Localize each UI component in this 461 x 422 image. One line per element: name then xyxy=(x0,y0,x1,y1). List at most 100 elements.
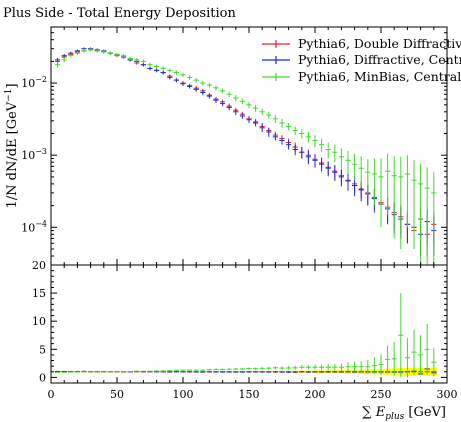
xtick-label-3: 150 xyxy=(239,388,260,401)
main-point-s2-45 xyxy=(352,153,358,181)
ratio-ytick-label-4: 20 xyxy=(32,259,46,272)
ratio-ytick-label-2: 10 xyxy=(32,315,46,328)
main-point-s2-5 xyxy=(88,48,94,52)
ratio-point-s1-41 xyxy=(325,371,331,373)
ratio-point-s1-26 xyxy=(226,371,232,373)
ratio-ytick-label-3: 15 xyxy=(32,287,46,300)
main-point-s2-2 xyxy=(68,53,74,58)
main-point-s1-26 xyxy=(226,104,232,111)
ratio-point-s2-36 xyxy=(292,365,298,370)
ratio-point-s1-44 xyxy=(345,371,351,373)
main-point-s1-34 xyxy=(279,136,285,145)
main-point-s1-32 xyxy=(266,127,272,137)
ratio-point-s2-40 xyxy=(319,364,325,371)
main-point-s2-47 xyxy=(365,159,371,196)
legend: Pythia6, Double Diffractive Pythia6, Dif… xyxy=(262,36,461,84)
main-point-s2-22 xyxy=(200,80,206,86)
main-point-s2-32 xyxy=(266,111,272,119)
ratio-point-s2-34 xyxy=(279,366,285,370)
ratio-point-s2-22 xyxy=(200,369,206,371)
main-point-s2-1 xyxy=(61,57,67,63)
main-point-s2-37 xyxy=(299,129,305,139)
ratio-point-s2-1 xyxy=(61,371,67,373)
ratio-point-s2-42 xyxy=(332,363,338,371)
ratio-point-s1-22 xyxy=(200,371,206,373)
xlabel-unit: [GeV] xyxy=(404,405,446,420)
main-point-s2-56 xyxy=(424,167,430,265)
main-ytick-label-exp-1: −3 xyxy=(35,147,47,156)
main-point-s2-8 xyxy=(107,51,113,55)
ratio-point-s1-23 xyxy=(206,371,212,373)
main-point-s2-19 xyxy=(180,72,186,78)
ratio-point-s2-3 xyxy=(74,371,80,373)
ratio-point-s1-24 xyxy=(213,371,219,373)
legend-entry-0: Pythia6, Double Diffractive xyxy=(262,36,461,51)
chart-title: Plus Side - Total Energy Deposition xyxy=(3,6,236,21)
main-point-s1-18 xyxy=(173,78,179,83)
main-point-s1-33 xyxy=(272,133,278,141)
main-point-s1-13 xyxy=(140,63,146,67)
ratio-point-s1-35 xyxy=(286,371,292,373)
main-point-s2-35 xyxy=(286,122,292,131)
ratio-point-s2-29 xyxy=(246,367,252,370)
ratio-point-s1-40 xyxy=(319,371,325,373)
ratio-point-s2-5 xyxy=(88,371,94,373)
ratio-point-s2-9 xyxy=(114,371,120,373)
ratio-point-s1-27 xyxy=(233,371,239,373)
ratio-point-s2-10 xyxy=(121,371,127,373)
ratio-ytick-label-1: 5 xyxy=(39,343,46,356)
main-point-s1-25 xyxy=(220,101,226,107)
main-point-s2-46 xyxy=(358,156,364,188)
ratio-point-s2-49 xyxy=(378,354,384,375)
ratio-point-s2-7 xyxy=(101,371,107,373)
main-y-axis-label: 1/N dN/dE [GeV−1] xyxy=(4,83,20,208)
main-ytick-label-1: 10−3 xyxy=(21,147,47,162)
main-point-s2-17 xyxy=(167,68,173,73)
main-point-s1-17 xyxy=(167,75,173,80)
main-point-s2-3 xyxy=(74,51,80,56)
ratio-point-s1-17 xyxy=(167,371,173,373)
main-point-s2-57 xyxy=(431,172,437,265)
ratio-point-s1-33 xyxy=(272,371,278,373)
ratio-point-s2-19 xyxy=(180,369,186,371)
ratio-point-s2-24 xyxy=(213,368,219,371)
main-ytick-label-base-0: 10 xyxy=(21,221,35,234)
main-point-s2-39 xyxy=(312,135,318,147)
ylabel-exp: −1 xyxy=(4,89,14,102)
ratio-point-s2-20 xyxy=(187,369,193,371)
ratio-point-s1-38 xyxy=(305,371,311,373)
main-point-s2-51 xyxy=(391,156,397,239)
main-point-s2-53 xyxy=(404,155,410,228)
main-point-s2-11 xyxy=(127,56,133,61)
ratio-point-s2-55 xyxy=(418,335,424,375)
main-point-s2-15 xyxy=(154,64,160,69)
main-point-s1-0 xyxy=(55,57,61,62)
main-point-s2-50 xyxy=(385,153,391,215)
ratio-point-s2-48 xyxy=(371,357,377,375)
main-point-s2-7 xyxy=(101,50,107,54)
main-ytick-label-0: 10−4 xyxy=(21,219,47,234)
ratio-point-s2-28 xyxy=(239,367,245,370)
xtick-label-5: 250 xyxy=(371,388,392,401)
ratio-point-s2-11 xyxy=(127,370,133,372)
main-point-s2-0 xyxy=(55,62,61,68)
main-point-s1-1 xyxy=(61,54,67,58)
legend-entry-2: Pythia6, MinBias, Central xyxy=(262,69,461,84)
ratio-point-s2-31 xyxy=(259,367,265,370)
main-point-s2-48 xyxy=(371,158,377,206)
xlabel-sub: plus xyxy=(385,412,404,422)
ratio-point-s2-4 xyxy=(81,371,87,373)
main-point-s2-31 xyxy=(259,108,265,116)
main-point-s2-40 xyxy=(319,138,325,153)
ratio-point-s2-8 xyxy=(107,371,113,373)
main-point-s1-19 xyxy=(180,81,186,87)
main-point-s1-43 xyxy=(338,169,344,187)
ratio-point-s2-35 xyxy=(286,366,292,370)
ratio-point-s1-29 xyxy=(246,371,252,373)
ratio-point-s2-13 xyxy=(140,370,146,372)
main-point-s2-6 xyxy=(94,49,100,53)
x-axis-label: ∑ Eplus [GeV] xyxy=(362,405,446,422)
main-data-marks xyxy=(55,47,437,265)
main-point-s2-38 xyxy=(305,131,311,143)
